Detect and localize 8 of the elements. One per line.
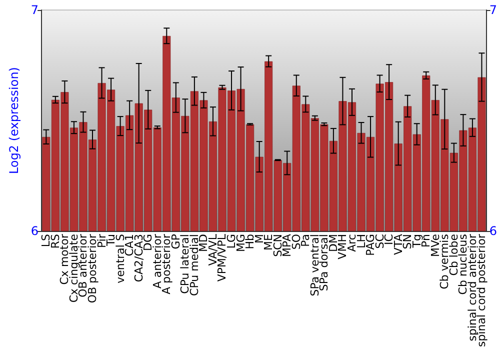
x-tick-label: Tg <box>410 234 424 249</box>
y2-tick-label: 7 <box>489 3 498 17</box>
x-tick-label: Arc <box>345 234 358 252</box>
x-tick-label: OB posterior <box>86 234 100 304</box>
x-tick-label: spinal cord posterior <box>475 234 488 348</box>
x-tick-label: A posterior <box>160 234 174 294</box>
y-axis-title: Log2 (expression) <box>7 67 21 174</box>
y2-tick-label: 6 <box>489 224 498 238</box>
